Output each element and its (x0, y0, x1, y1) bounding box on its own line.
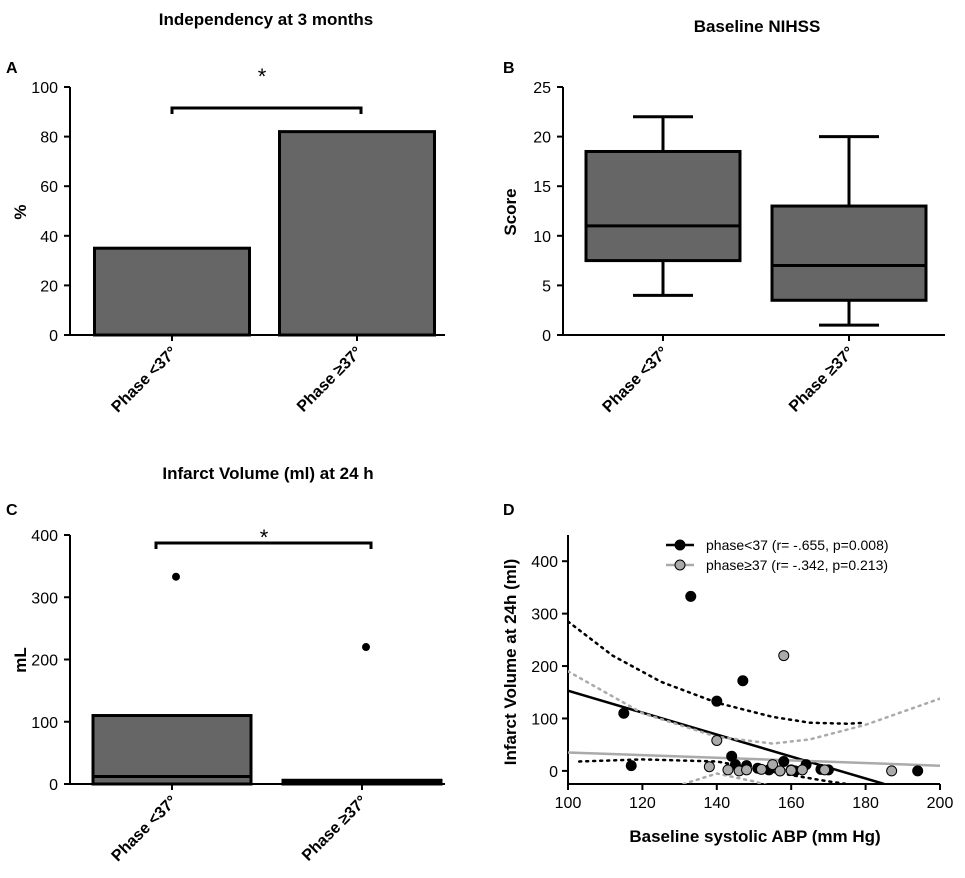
panel-d-point-1 (796, 764, 808, 776)
panel-b-ytick-label: 25 (533, 80, 551, 97)
panel-b-ytick-label: 20 (533, 130, 551, 147)
panel-c: C Infarct Volume (ml) at 24 h mL * 0 100 2… (6, 464, 445, 865)
panel-a-ytick-label: 80 (40, 130, 58, 147)
panel-d-point-1 (711, 734, 723, 746)
panel-d-point-0 (618, 707, 630, 719)
panel-a-category-label: Phase <37° (109, 344, 181, 416)
panel-b-title: Baseline NIHSS (694, 17, 821, 36)
panel-d-xtick-label: 140 (703, 795, 730, 812)
panel-d-xtick-label: 160 (778, 795, 805, 812)
panel-a-bar (278, 130, 436, 337)
panel-d-point-1 (722, 764, 734, 776)
panel-d-xtick-label: 180 (852, 795, 879, 812)
panel-c-category-label: Phase <37° (109, 793, 181, 865)
panel-label-d: D (503, 502, 515, 519)
panel-d: D Infarct Volume at 24h (ml) Baseline sy… (501, 502, 953, 846)
panel-b: B Baseline NIHSS Score 0 5 10 15 20 25 Phase <… (501, 17, 945, 416)
panel-a-title: Independency at 3 months (159, 10, 373, 29)
panel-label-a: A (6, 60, 18, 77)
panel-d-plot-area (568, 590, 940, 784)
panel-d-point-1 (774, 765, 786, 777)
panel-c-outlier-point (362, 643, 370, 652)
panel-d-point-1 (886, 765, 898, 777)
panel-d-point-1 (703, 761, 715, 773)
panel-d-ytick-label: 300 (531, 607, 558, 624)
panel-a-ytick-label: 20 (40, 278, 58, 295)
panel-d-ytick-label: 0 (549, 764, 558, 781)
panel-d-xtick-label: 120 (629, 795, 656, 812)
panel-c-outlier-point (172, 572, 180, 581)
panel-c-ylabel: mL (11, 647, 30, 673)
panel-b-ytick-label: 5 (542, 278, 551, 295)
panel-c-title: Infarct Volume (ml) at 24 h (162, 464, 373, 483)
panel-d-ci-lower-1 (679, 772, 768, 784)
panel-a: A Independency at 3 months % * 0 20 40 60 80… (6, 10, 445, 416)
panel-c-ytick-label: 400 (31, 528, 58, 545)
panel-d-point-1 (741, 764, 753, 776)
panel-c-significance-bracket (154, 541, 373, 549)
panel-d-point-0 (685, 590, 697, 602)
panel-d-point-1 (785, 764, 797, 776)
panel-d-point-1 (767, 759, 779, 771)
panel-label-c: C (6, 502, 18, 519)
panel-d-legend-marker-0 (674, 539, 686, 551)
panel-d-legend-label-1: phase≥37 (r= -.342, p=0.213) (706, 557, 888, 573)
panel-b-category-label: Phase ≥37° (786, 344, 858, 416)
panel-d-point-1 (819, 764, 831, 776)
panel-c-box (91, 714, 253, 786)
panel-b-ytick-label: 10 (533, 229, 551, 246)
panel-d-xtick-label: 200 (927, 795, 954, 812)
panel-a-category-label: Phase ≥37° (294, 344, 366, 416)
panel-label-b: B (503, 60, 515, 77)
panel-b-ytick-label: 15 (533, 179, 551, 196)
panel-b-ylabel: Score (501, 188, 520, 235)
panel-c-category-label: Phase ≥37° (299, 793, 371, 865)
panel-d-ytick-label: 100 (531, 711, 558, 728)
panel-a-bar (93, 246, 251, 337)
panel-d-point-0 (625, 760, 637, 772)
panel-d-ytick-label: 400 (531, 554, 558, 571)
panel-a-significance: * (258, 64, 267, 89)
panel-c-significance: * (260, 525, 269, 550)
panel-b-box (584, 149, 742, 263)
panel-d-ylabel: Infarct Volume at 24h (ml) (501, 559, 520, 766)
panel-c-ytick-label: 0 (49, 777, 58, 794)
panel-d-ci-upper-0 (568, 620, 867, 725)
panel-a-ytick-label: 0 (49, 328, 58, 345)
panel-d-ytick-label: 200 (531, 659, 558, 676)
panel-c-ytick-label: 200 (31, 653, 58, 670)
panel-d-point-0 (737, 675, 749, 687)
panel-d-point-1 (778, 650, 790, 662)
panel-d-point-0 (778, 755, 790, 767)
panel-c-ytick-label: 300 (31, 590, 58, 607)
panel-b-category-label: Phase <37° (600, 344, 672, 416)
panel-d-ci-upper-1 (568, 670, 940, 745)
panel-a-ylabel: % (11, 204, 30, 219)
panel-a-ytick-label: 100 (31, 80, 58, 97)
panel-d-point-0 (711, 695, 723, 707)
panel-d-point-0 (912, 765, 924, 777)
panel-d-fit-line-1 (568, 751, 940, 767)
panel-c-ytick-label: 100 (31, 715, 58, 732)
panel-d-point-1 (755, 763, 767, 775)
panel-b-ytick-label: 0 (542, 328, 551, 345)
panel-a-ytick-label: 40 (40, 229, 58, 246)
panel-a-significance-bracket (170, 106, 363, 114)
panel-d-legend-label-0: phase<37 (r= -.655, p=0.008) (706, 537, 889, 553)
panel-d-xtick-label: 100 (555, 795, 582, 812)
panel-d-xlabel: Baseline systolic ABP (mm Hg) (629, 827, 880, 846)
panel-d-legend-marker-1 (674, 559, 686, 571)
panel-b-box (770, 204, 928, 302)
panel-a-ytick-label: 60 (40, 179, 58, 196)
